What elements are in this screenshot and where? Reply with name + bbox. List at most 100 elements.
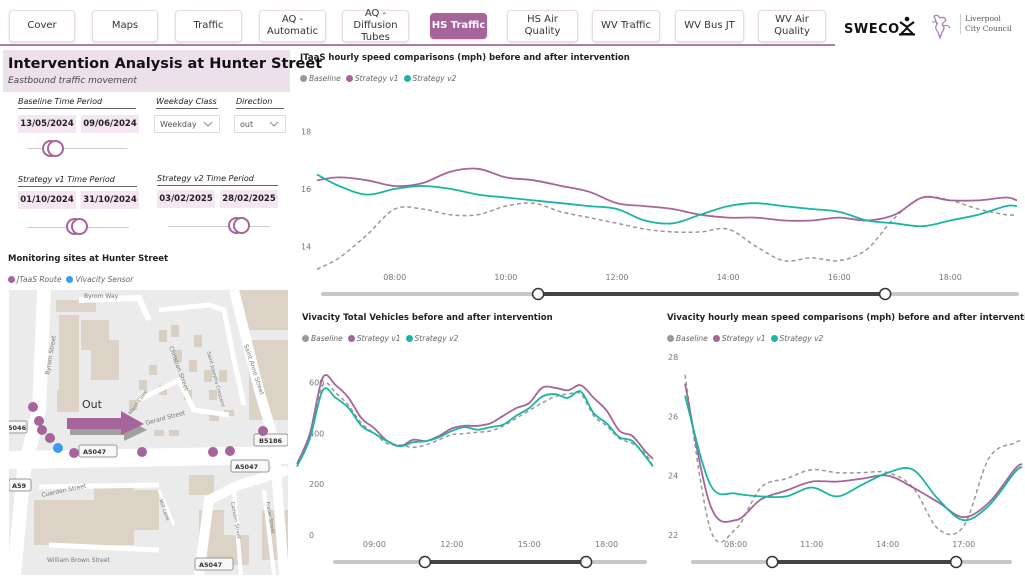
- legend-item-strategy-v2[interactable]: Strategy v2: [405, 334, 458, 343]
- vivacity-volume-chart-title: Vivacity Total Vehicles before and after…: [302, 313, 553, 323]
- y-tick-label: 28: [668, 353, 678, 362]
- tab-hs-air-quality[interactable]: HS Air Quality: [507, 10, 578, 42]
- vivacity-sensor-marker[interactable]: [53, 443, 63, 453]
- range-slider-end-handle[interactable]: [579, 555, 593, 569]
- chevron-down-icon: [269, 121, 279, 127]
- jtaas-marker[interactable]: [37, 425, 47, 435]
- legend-item-strategy-v1[interactable]: Strategy v1: [345, 74, 399, 83]
- legend-item-strategy-v2[interactable]: Strategy v2: [403, 74, 457, 83]
- svg-text:A5047: A5047: [199, 561, 222, 569]
- weekday-class-dropdown[interactable]: Weekday: [154, 115, 220, 133]
- tab-aq-automatic[interactable]: AQ - Automatic: [259, 10, 326, 42]
- series-line-strategy-v1: [296, 374, 654, 465]
- tab-aq-diffusion-tubes[interactable]: AQ - Diffusion Tubes: [342, 8, 409, 43]
- tab-wv-traffic[interactable]: WV Traffic: [592, 10, 660, 42]
- legend-item-baseline[interactable]: Baseline: [300, 74, 341, 83]
- legend-label: Strategy v2: [412, 74, 457, 83]
- range-slider-start-handle[interactable]: [766, 555, 779, 569]
- legend-item-strategy-v2[interactable]: Strategy v2: [770, 334, 823, 343]
- x-tick-label: 10:00: [494, 273, 517, 282]
- tab-wv-air-quality[interactable]: WV Air Quality: [758, 10, 826, 42]
- legend-item-baseline[interactable]: Baseline: [302, 334, 343, 343]
- vivacity-volume-chart-legend: Baseline Strategy v1 Strategy v2: [302, 334, 460, 343]
- legend-dot: [667, 335, 674, 342]
- strategy-v1-period-label: Strategy v1 Time Period: [18, 175, 137, 187]
- vivacity-speed-chart: 22 24 26 28 08:00 11:00 14:00 17:00: [668, 353, 1023, 569]
- y-tick-label: 26: [668, 412, 678, 421]
- chevron-down-icon: [203, 121, 213, 127]
- baseline-slider-track[interactable]: [28, 148, 127, 149]
- baseline-slider-end-handle[interactable]: [47, 140, 64, 157]
- series-line-baseline: [296, 381, 654, 467]
- strategy-v2-slider-track[interactable]: [168, 226, 270, 227]
- legend-dot: [302, 335, 309, 342]
- range-slider-start-handle[interactable]: [418, 555, 432, 569]
- jtaas-marker[interactable]: [69, 448, 79, 458]
- legend-item-baseline[interactable]: Baseline: [667, 334, 708, 343]
- strategy-v2-slider-end-handle[interactable]: [233, 217, 250, 234]
- page-title: Intervention Analysis at Hunter Street: [8, 56, 323, 72]
- direction-label: Direction: [236, 97, 284, 109]
- jtaas-marker[interactable]: [208, 447, 218, 457]
- jtaas-marker[interactable]: [225, 446, 235, 456]
- tab-cover[interactable]: Cover: [9, 10, 75, 42]
- monitoring-sites-map[interactable]: Byrom Street Christian Street Saint Jose…: [9, 290, 288, 575]
- road-badge: A5047: [194, 557, 234, 571]
- tab-hs-traffic[interactable]: HS Traffic: [430, 13, 487, 39]
- svg-text:A59: A59: [12, 482, 27, 490]
- y-tick-label: 24: [668, 472, 678, 481]
- y-tick-label: 400: [309, 429, 324, 438]
- tab-wv-bus-jt[interactable]: WV Bus JT: [675, 10, 744, 42]
- direction-dropdown[interactable]: out: [234, 115, 286, 133]
- x-tick-label: 11:00: [800, 540, 823, 549]
- legend-dot: [8, 276, 15, 283]
- strategy-v1-end-date[interactable]: 31/10/2024: [81, 191, 139, 209]
- range-slider-end-handle[interactable]: [949, 555, 963, 569]
- strategy-v2-start-date[interactable]: 03/02/2025: [157, 190, 215, 208]
- jtaas-marker[interactable]: [34, 416, 44, 426]
- legend-label: Baseline: [309, 74, 341, 83]
- svg-text:A5047: A5047: [235, 463, 258, 471]
- jtaas-marker[interactable]: [258, 426, 268, 436]
- series-line-strategy-v1: [316, 167, 1018, 222]
- baseline-start-date[interactable]: 13/05/2024: [18, 115, 76, 133]
- series-line-strategy-v2: [684, 395, 1023, 522]
- direction-arrow-icon: [67, 411, 147, 441]
- legend-item-jtaas-route: JTaaS Route: [8, 275, 61, 284]
- legend-label: Vivacity Sensor: [75, 275, 134, 284]
- range-slider-end-handle[interactable]: [878, 287, 892, 301]
- jtaas-marker[interactable]: [28, 402, 38, 412]
- tab-maps[interactable]: Maps: [92, 10, 158, 42]
- x-tick-label: 08:00: [383, 273, 406, 282]
- jtaas-marker[interactable]: [137, 447, 147, 457]
- strategy-v1-slider-end-handle[interactable]: [71, 218, 88, 235]
- y-tick-label: 0: [309, 531, 314, 540]
- range-slider-start-handle[interactable]: [531, 287, 545, 301]
- road-badge: B5186: [253, 433, 288, 447]
- legend-dot: [345, 75, 353, 82]
- tab-traffic[interactable]: Traffic: [175, 10, 242, 42]
- direction-label: Out: [82, 398, 103, 411]
- map-roads: [9, 290, 288, 575]
- series-line-strategy-v2: [296, 387, 654, 468]
- council-name: Liverpool City Council: [960, 14, 1012, 34]
- road-badge: A5047: [230, 459, 270, 473]
- y-tick-label: 200: [309, 480, 324, 489]
- jtaas-marker[interactable]: [45, 433, 55, 443]
- vivacity-volume-chart: 0 200 400 600 09:00 12:00 15:00 18:00: [296, 374, 654, 569]
- road-badge: A59: [9, 478, 32, 492]
- x-tick-label: 09:00: [363, 540, 386, 549]
- legend-label: Strategy v1: [354, 74, 399, 83]
- y-tick-label: 600: [309, 379, 324, 388]
- liverbird-icon: [931, 14, 951, 40]
- strategy-v2-end-date[interactable]: 28/02/2025: [220, 190, 278, 208]
- strategy-v1-start-date[interactable]: 01/10/2024: [18, 191, 76, 209]
- legend-label: JTaaS Route: [17, 275, 62, 284]
- sweco-figure-icon: [898, 16, 916, 36]
- baseline-end-date[interactable]: 09/06/2024: [81, 115, 139, 133]
- legend-item-strategy-v1[interactable]: Strategy v1: [712, 334, 766, 343]
- map-legend: JTaaS Route Vivacity Sensor: [8, 275, 135, 284]
- series-line-baseline: [316, 195, 1018, 270]
- legend-item-strategy-v1[interactable]: Strategy v1: [347, 334, 401, 343]
- jtaas-chart-legend: Baseline Strategy v1 Strategy v2: [300, 74, 458, 83]
